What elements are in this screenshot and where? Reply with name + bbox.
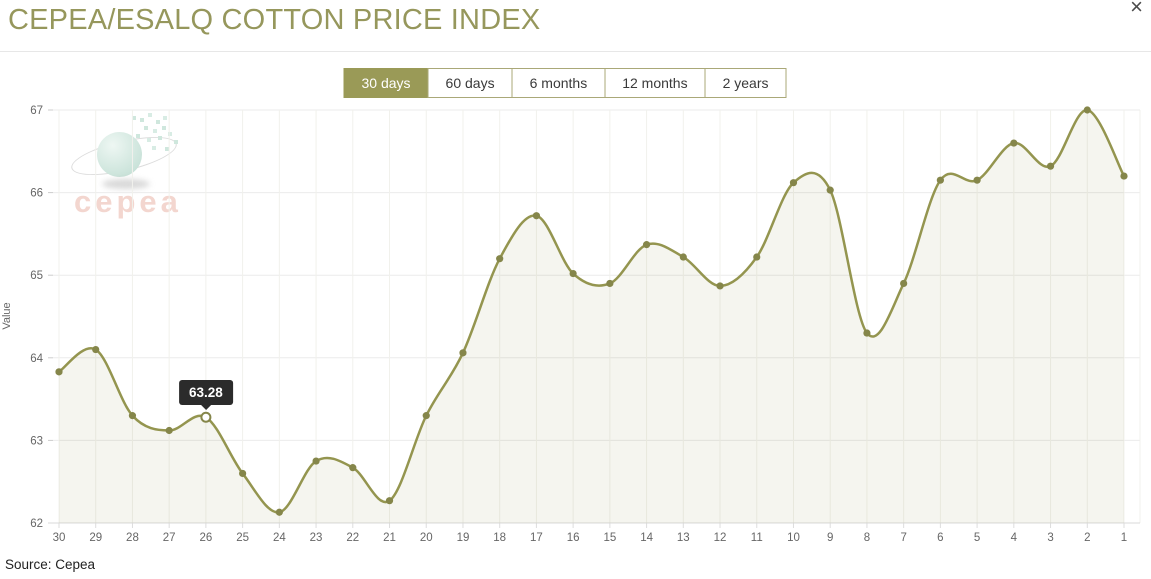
data-point[interactable] xyxy=(312,457,320,465)
x-tick-label: 10 xyxy=(787,532,800,544)
x-tick-label: 5 xyxy=(974,532,980,544)
tab-12-months[interactable]: 12 months xyxy=(604,68,706,98)
x-tick-label: 14 xyxy=(640,532,653,544)
x-tick-label: 26 xyxy=(200,532,213,544)
x-tick-label: 21 xyxy=(383,532,396,544)
data-point[interactable] xyxy=(569,269,577,278)
x-tick-label: 25 xyxy=(236,532,249,544)
data-point[interactable] xyxy=(165,426,173,435)
tooltip-value: 63.28 xyxy=(188,385,223,401)
data-point[interactable] xyxy=(606,279,614,288)
x-tick-label: 1 xyxy=(1121,532,1127,544)
x-tick-label: 23 xyxy=(310,532,323,544)
x-tick-label: 17 xyxy=(530,532,543,544)
tab-60-days[interactable]: 60 days xyxy=(427,68,513,98)
data-point[interactable] xyxy=(422,412,430,420)
data-point[interactable] xyxy=(716,282,724,290)
x-tick-label: 30 xyxy=(53,532,66,544)
data-point[interactable] xyxy=(1010,139,1018,147)
data-point[interactable] xyxy=(459,349,467,357)
close-icon[interactable]: × xyxy=(1130,0,1143,19)
y-tick-label: 65 xyxy=(30,270,43,282)
x-tick-label: 3 xyxy=(1047,532,1053,544)
data-point-highlighted[interactable] xyxy=(200,411,212,423)
data-point[interactable] xyxy=(275,508,283,516)
data-point[interactable] xyxy=(128,412,137,420)
data-point[interactable] xyxy=(826,186,834,194)
data-point[interactable] xyxy=(532,212,541,220)
area-fill xyxy=(59,109,1124,524)
data-point[interactable] xyxy=(496,255,504,263)
x-tick-label: 24 xyxy=(273,532,286,544)
y-tick-label: 67 xyxy=(30,105,43,117)
data-point[interactable] xyxy=(349,464,357,472)
data-point[interactable] xyxy=(1083,106,1091,114)
chart-area: cepea 62 63 64 65 66 67 30 29 28 27 26 25 24 23 22 21 20… xyxy=(0,95,1151,555)
data-point[interactable] xyxy=(1046,162,1055,170)
y-tick-label: 62 xyxy=(30,518,43,530)
chart-tooltip: 63.28 xyxy=(178,380,233,411)
x-tick-label: 15 xyxy=(603,532,616,544)
data-point[interactable] xyxy=(973,176,981,184)
x-tick-label: 27 xyxy=(163,532,176,544)
x-tick-label: 28 xyxy=(126,532,139,544)
x-tick-label: 13 xyxy=(677,532,690,544)
data-point[interactable] xyxy=(900,279,908,288)
x-tick-label: 11 xyxy=(751,532,763,544)
data-point[interactable] xyxy=(1120,172,1128,180)
page-title: CEPEA/ESALQ COTTON PRICE INDEX xyxy=(8,4,541,36)
data-point[interactable] xyxy=(936,176,944,184)
y-axis-title: Value xyxy=(1,302,13,330)
data-point[interactable] xyxy=(239,469,247,478)
x-tick-label: 7 xyxy=(900,532,906,544)
data-point[interactable] xyxy=(642,241,651,249)
data-point[interactable] xyxy=(385,497,394,505)
y-tick-label: 64 xyxy=(30,353,43,365)
x-tick-label: 19 xyxy=(457,532,470,544)
x-tick-label: 18 xyxy=(493,532,506,544)
x-tick-label: 22 xyxy=(346,532,359,544)
data-point[interactable] xyxy=(753,253,761,261)
tab-2-years[interactable]: 2 years xyxy=(704,68,787,98)
data-point[interactable] xyxy=(679,253,687,261)
y-tick-label: 63 xyxy=(30,435,43,447)
x-tick-label: 6 xyxy=(937,532,943,544)
x-tick-label: 9 xyxy=(827,532,833,544)
header: CEPEA/ESALQ COTTON PRICE INDEX xyxy=(0,0,1151,52)
x-tick-label: 29 xyxy=(89,532,102,544)
data-point[interactable] xyxy=(789,179,798,187)
tab-6-months[interactable]: 6 months xyxy=(511,68,606,98)
x-tick-label: 8 xyxy=(864,532,870,544)
x-tick-label: 4 xyxy=(1011,532,1018,544)
data-point[interactable] xyxy=(55,368,63,376)
data-point[interactable] xyxy=(863,329,871,337)
x-tick-label: 12 xyxy=(714,532,727,544)
x-tick-label: 16 xyxy=(567,532,580,544)
source-note: Source: Cepea xyxy=(5,557,96,572)
tab-30-days[interactable]: 30 days xyxy=(343,68,429,98)
x-tick-label: 20 xyxy=(420,532,433,544)
y-tick-label: 66 xyxy=(30,188,43,200)
x-tick-label: 2 xyxy=(1084,532,1090,544)
range-tabs: 30 days 60 days 6 months 12 months 2 yea… xyxy=(343,68,787,98)
data-point[interactable] xyxy=(92,345,100,354)
